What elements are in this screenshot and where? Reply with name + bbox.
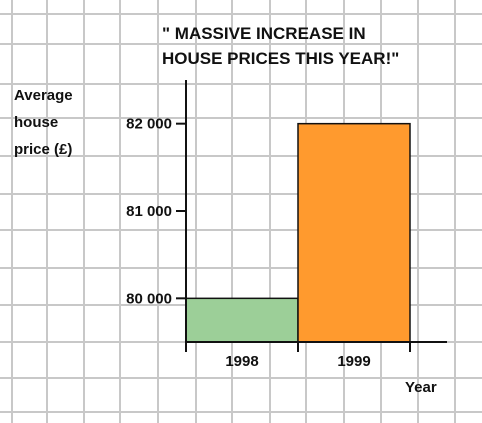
x-ticks-group: 1998 1999 [185, 342, 411, 370]
y-tick-label: 82 000 [126, 116, 172, 133]
y-tick-label: 80 000 [126, 290, 172, 307]
chart-title-line-2: HOUSE PRICES THIS YEAR!" [162, 49, 399, 68]
x-tick-label-1999: 1999 [337, 353, 370, 370]
bars-group [185, 122, 411, 343]
bar-1998 [185, 297, 299, 343]
x-axis-label: Year [405, 379, 437, 396]
y-tick-label: 81 000 [126, 203, 172, 220]
chart-title-line-1: " MASSIVE INCREASE IN [162, 24, 366, 43]
y-axis-label-line-3: price (£) [14, 141, 72, 158]
x-tick-label-1998: 1998 [225, 353, 258, 370]
y-ticks-group: 80 000 81 000 82 000 [126, 116, 186, 307]
bar-1999 [297, 122, 411, 343]
y-axis-label-line-1: Average [14, 87, 73, 104]
y-axis-label-line-2: house [14, 114, 58, 131]
